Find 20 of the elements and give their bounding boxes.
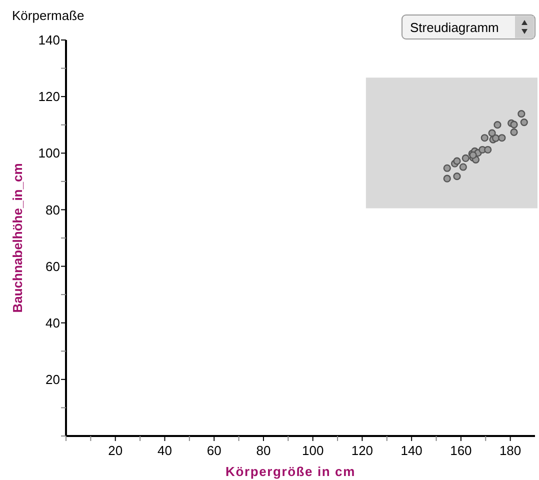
x-tick-label: 120 — [351, 443, 374, 458]
y-tick-label: 20 — [46, 372, 60, 387]
chart-title: Körpermaße — [12, 8, 84, 23]
y-tick-label: 40 — [46, 315, 60, 330]
x-tick-label: 40 — [158, 443, 172, 458]
y-tick-label: 120 — [38, 89, 60, 104]
x-tick-label: 20 — [108, 443, 123, 458]
x-tick-label: 140 — [400, 443, 422, 458]
y-tick-label: 80 — [46, 202, 60, 218]
x-tick-label: 80 — [256, 443, 271, 458]
y-tick-label: 140 — [38, 32, 60, 48]
y-tick-label: 100 — [38, 146, 60, 161]
x-axis-title: Körpergröße in cm — [226, 464, 356, 479]
dropdown: Streudiagramm — [402, 14, 536, 40]
x-tick-label: 180 — [499, 443, 522, 458]
y-tick-label: 60 — [46, 258, 60, 274]
x-tick-label: 160 — [450, 443, 472, 458]
x-tick-label: 100 — [302, 443, 324, 458]
x-tick-label: 60 — [206, 443, 222, 458]
y-axis-title: Bauchnabelhöhe_in_cm — [10, 163, 25, 313]
